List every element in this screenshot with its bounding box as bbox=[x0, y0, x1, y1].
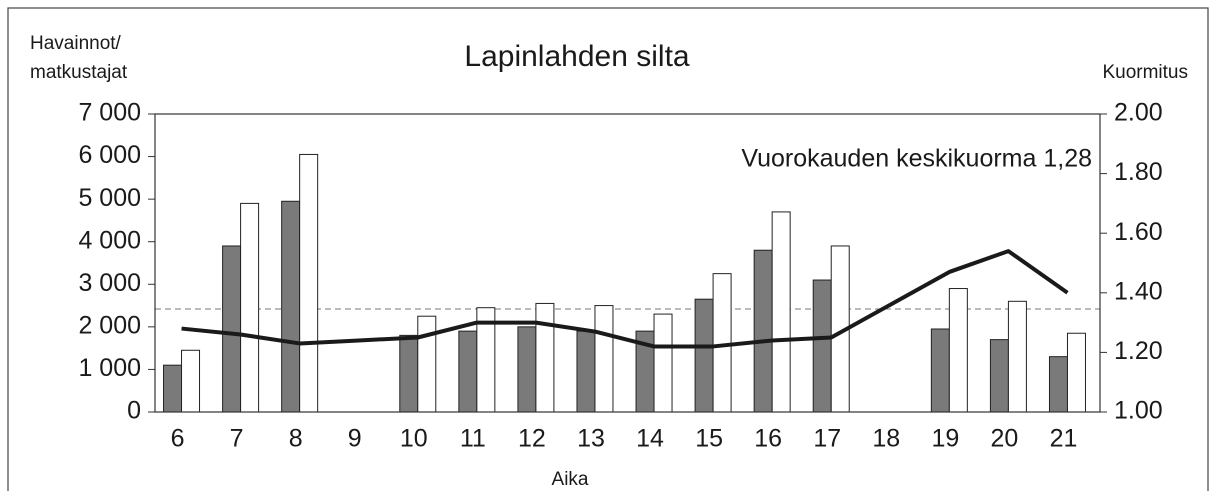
y-tick-label: 3 000 bbox=[78, 269, 141, 297]
x-tick-label: 18 bbox=[872, 425, 900, 453]
x-tick-label: 9 bbox=[348, 425, 362, 453]
bar bbox=[281, 200, 301, 413]
bar bbox=[694, 298, 714, 413]
bar bbox=[594, 305, 614, 413]
y-tick-label: 1 000 bbox=[78, 354, 141, 382]
chart-title: Lapinlahden silta bbox=[464, 40, 689, 73]
x-tick-label: 13 bbox=[577, 425, 605, 453]
y-tick-label: 4 000 bbox=[78, 226, 141, 254]
line bbox=[181, 249, 1069, 349]
bar bbox=[517, 326, 537, 413]
x-tick-label: 17 bbox=[813, 425, 841, 453]
x-tick-label: 6 bbox=[171, 425, 185, 453]
y-label: matkustajat bbox=[30, 62, 128, 83]
bar bbox=[240, 202, 260, 413]
bar bbox=[458, 330, 478, 413]
x-tick-label: 12 bbox=[518, 425, 546, 453]
bar bbox=[712, 273, 732, 413]
x-label: Aika bbox=[552, 469, 589, 490]
x-tick-label: 15 bbox=[695, 425, 723, 453]
bar bbox=[1048, 356, 1068, 413]
bar bbox=[576, 330, 596, 413]
y2-tick-label: 1.00 bbox=[1114, 397, 1163, 425]
y-tick-label: 5 000 bbox=[78, 184, 141, 212]
x-tick-label: 7 bbox=[230, 425, 244, 453]
bar bbox=[299, 153, 319, 413]
bar bbox=[222, 245, 242, 413]
y-label: Havainnot/ bbox=[30, 33, 122, 54]
x-tick-label: 16 bbox=[754, 425, 782, 453]
bar bbox=[653, 313, 673, 413]
y-tick-label: 0 bbox=[127, 397, 141, 425]
bar bbox=[181, 349, 201, 413]
y2-tick-label: 1.80 bbox=[1114, 158, 1163, 186]
bar bbox=[1066, 332, 1086, 413]
frame bbox=[7, 7, 1209, 491]
plot-frame bbox=[154, 113, 1101, 413]
bar bbox=[753, 249, 773, 413]
x-tick-label: 8 bbox=[289, 425, 303, 453]
bar bbox=[989, 339, 1009, 413]
bar bbox=[163, 364, 183, 413]
bar bbox=[535, 302, 555, 413]
x-tick-label: 19 bbox=[931, 425, 959, 453]
x-tick-label: 21 bbox=[1050, 425, 1078, 453]
x-tick-label: 11 bbox=[460, 425, 486, 453]
y-tick-label: 7 000 bbox=[78, 99, 141, 127]
y-tick-label: 6 000 bbox=[78, 141, 141, 169]
x-tick-label: 20 bbox=[991, 425, 1019, 453]
y2-tick-label: 2.00 bbox=[1114, 99, 1163, 127]
y2-label: Kuormitus bbox=[1102, 62, 1188, 83]
bar bbox=[417, 315, 437, 413]
x-tick-label: 10 bbox=[400, 425, 428, 453]
y2-tick-label: 1.20 bbox=[1114, 337, 1163, 365]
bar bbox=[812, 279, 832, 413]
bar bbox=[948, 288, 968, 413]
bar bbox=[930, 328, 950, 413]
bar bbox=[399, 334, 419, 413]
y2-tick-label: 1.40 bbox=[1114, 277, 1163, 305]
y2-tick-label: 1.60 bbox=[1114, 218, 1163, 246]
bar bbox=[771, 211, 791, 413]
y-tick-label: 2 000 bbox=[78, 311, 141, 339]
bar bbox=[1007, 300, 1027, 413]
x-tick-label: 14 bbox=[636, 425, 664, 453]
annotation: Vuorokauden keskikuorma 1,28 bbox=[741, 145, 1092, 173]
